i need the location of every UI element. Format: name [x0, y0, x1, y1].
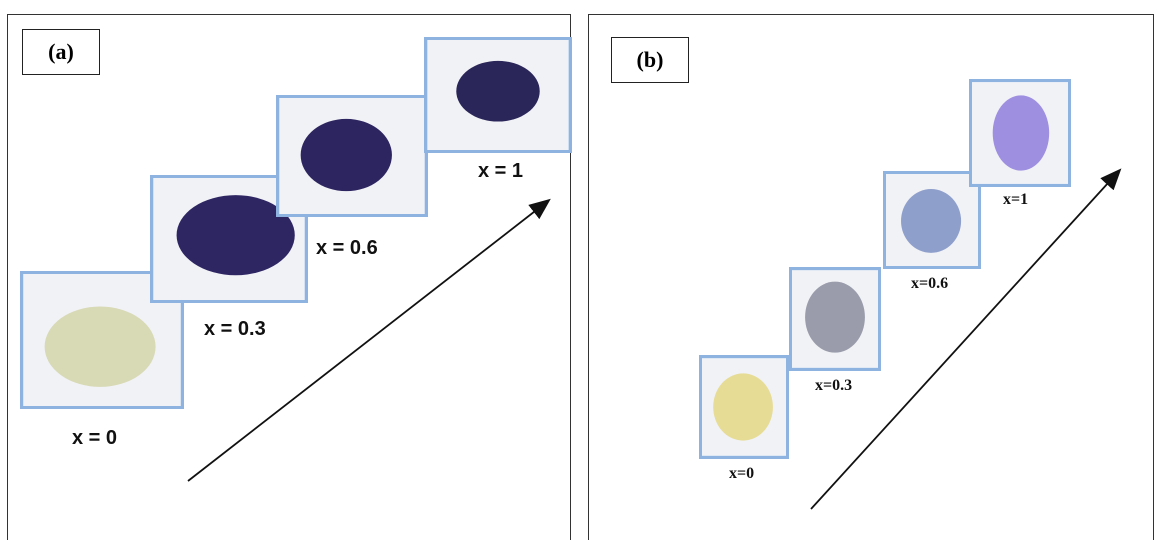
sample-photo-a-x03 [150, 175, 308, 303]
sample-photo-b-x03 [789, 267, 881, 371]
trend-arrow-b [810, 168, 1122, 510]
panel-a-label: (a) [22, 29, 100, 75]
sample-label-b-x06: x=0.6 [911, 275, 949, 292]
sample-label-a-x0: x = 0 [72, 427, 118, 449]
sample-photo-a-x06 [276, 95, 428, 217]
panel-a: (a) x = 0 x = 0.3 x = 0.6 x = 1 [7, 14, 572, 540]
sample-photo-b-x1 [969, 79, 1071, 187]
panel-b-label: (b) [611, 37, 689, 83]
sample-label-a-x06: x = 0.6 [316, 237, 378, 259]
sample-label-b-x03: x=0.3 [815, 377, 853, 394]
sample-label-a-x1: x = 1 [478, 160, 524, 182]
sample-label-b-x0: x=0 [729, 465, 755, 482]
sample-label-a-x03: x = 0.3 [204, 318, 266, 340]
sample-photo-b-x0 [699, 355, 789, 459]
sample-photo-a-x0 [20, 271, 184, 409]
sample-photo-b-x06 [883, 171, 981, 269]
sample-photo-a-x1 [424, 37, 572, 153]
trend-arrow-a [187, 198, 551, 482]
panel-b: (b) x=0 x=0.3 x=0.6 x=1 [588, 14, 1154, 540]
sample-label-b-x1: x=1 [1003, 191, 1029, 208]
